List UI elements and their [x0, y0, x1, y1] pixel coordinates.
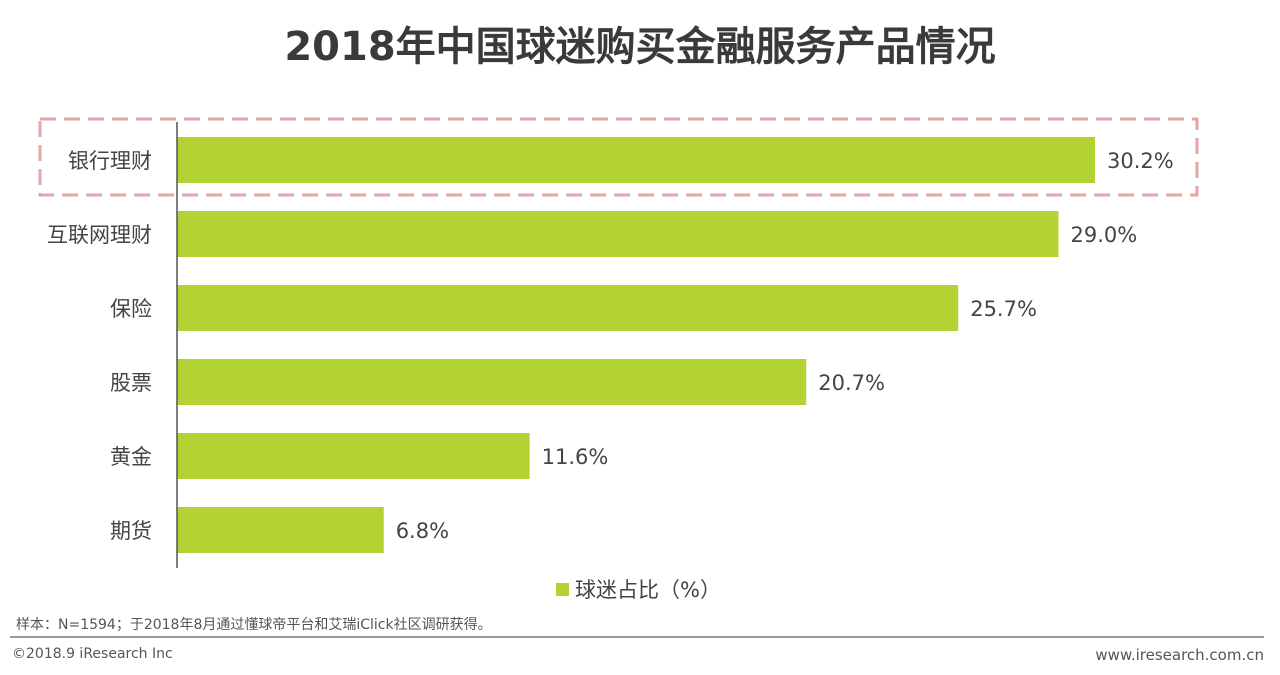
- category-label: 互联网理财: [47, 223, 152, 247]
- category-label: 股票: [110, 371, 152, 395]
- sample-note: 样本：N=1594；于2018年8月通过懂球帝平台和艾瑞iClick社区调研获得…: [16, 617, 492, 633]
- highlight-box: [38, 117, 1199, 197]
- website-link[interactable]: www.iresearch.com.cn: [1095, 646, 1264, 664]
- bar-4: [177, 433, 530, 479]
- category-label: 保险: [110, 297, 152, 321]
- legend-swatch: [556, 582, 569, 596]
- bar-5: [177, 507, 384, 553]
- bar-chart: 银行理财 30.2% 互联网理财 29.0% 保险 25.7% 股票 20.7% 黄金 11.6%…: [38, 117, 1199, 568]
- footer-divider: [10, 636, 1264, 638]
- category-label: 期货: [110, 519, 152, 543]
- category-label: 银行理财: [68, 149, 152, 173]
- data-label: 11.6%: [542, 445, 609, 469]
- bar-2: [177, 285, 959, 331]
- data-label: 20.7%: [818, 371, 885, 395]
- legend: 球迷占比（%）: [556, 574, 721, 604]
- bar-1: [177, 211, 1059, 257]
- legend-label: 球迷占比（%）: [575, 578, 721, 602]
- chart-title: 2018年中国球迷购买金融服务产品情况: [284, 24, 996, 70]
- data-label: 25.7%: [970, 297, 1037, 321]
- category-label: 黄金: [110, 445, 152, 469]
- data-label: 30.2%: [1107, 149, 1174, 173]
- bar-3: [177, 359, 807, 405]
- data-label: 29.0%: [1071, 223, 1138, 247]
- bar-0: [177, 137, 1095, 183]
- copyright: ©2018.9 iResearch Inc: [12, 646, 173, 662]
- data-label: 6.8%: [396, 519, 449, 543]
